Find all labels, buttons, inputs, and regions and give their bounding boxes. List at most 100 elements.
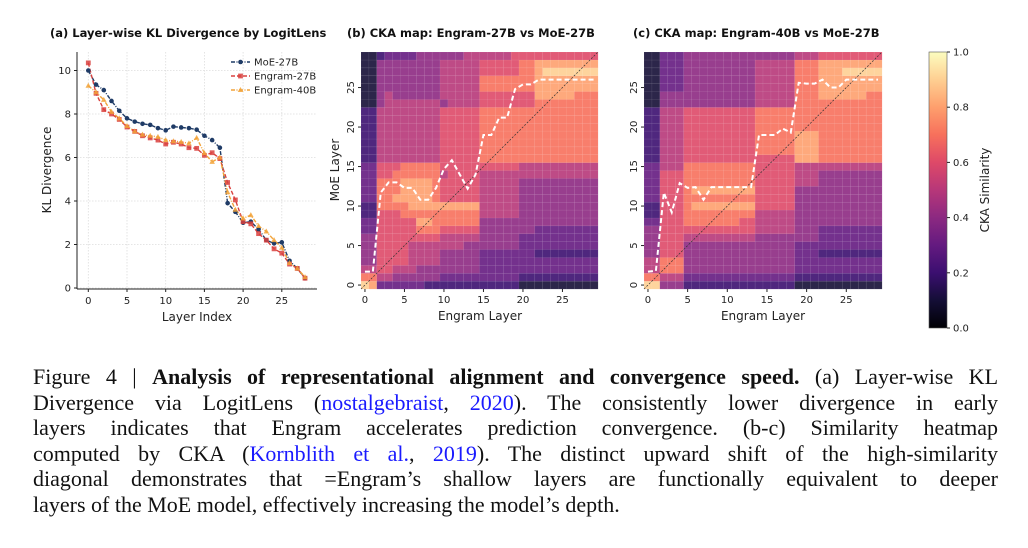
- heatmap-cell: [873, 280, 883, 290]
- citation-link-2019[interactable]: 2019: [432, 440, 477, 466]
- heatmap-cell: [360, 233, 370, 242]
- heatmap-cell: [463, 99, 472, 108]
- heatmap-cell: [691, 249, 700, 258]
- heatmap-cell: [502, 272, 512, 282]
- heatmap-cell: [643, 67, 653, 77]
- heatmap-cell: [534, 170, 544, 179]
- heatmap-cell: [667, 272, 677, 282]
- heatmap-cell: [762, 217, 772, 227]
- heatmap-cell: [368, 201, 378, 211]
- heatmap-cell: [455, 201, 465, 211]
- heatmap-cell: [384, 59, 393, 69]
- heatmap-cell: [510, 170, 520, 179]
- data-point-moe-27b: [186, 125, 192, 131]
- heatmap-cell: [683, 233, 692, 242]
- heatmap-cell: [439, 122, 449, 132]
- heatmap-cell: [416, 114, 425, 124]
- heatmap-cell: [691, 154, 700, 163]
- heatmap-cell: [643, 209, 653, 219]
- heatmap-cell: [526, 186, 536, 195]
- heatmap-cell: [408, 130, 417, 140]
- heatmap-cell: [502, 209, 512, 219]
- heatmap-cell: [746, 225, 756, 235]
- heatmap-cell: [526, 59, 536, 69]
- heatmap-cell: [786, 209, 796, 219]
- citation-link-2020[interactable]: 2020: [469, 389, 514, 415]
- heatmap-cell: [770, 99, 780, 108]
- heatmap-cell: [471, 201, 480, 211]
- heatmap-cell: [360, 217, 370, 227]
- heatmap-cell: [667, 146, 677, 156]
- heatmap-cell: [510, 249, 520, 258]
- heatmap-cell: [360, 272, 370, 282]
- heatmap-cell: [431, 138, 441, 148]
- heatmap-cell: [416, 91, 425, 100]
- heatmap-cell: [502, 249, 512, 258]
- heatmap-cell: [423, 249, 433, 258]
- x-tick-label: 15: [761, 295, 774, 306]
- heatmap-cell: [439, 233, 449, 242]
- heatmap-cell: [502, 162, 512, 171]
- data-point-moe-27b: [116, 108, 122, 114]
- heatmap-cell: [384, 162, 393, 171]
- heatmap-cell: [487, 83, 496, 92]
- x-tick-label: 5: [401, 295, 407, 306]
- heatmap-cell: [865, 217, 875, 227]
- heatmap-cell: [850, 51, 859, 61]
- heatmap-cell: [818, 114, 827, 124]
- heatmap-cell: [850, 154, 859, 163]
- heatmap-cell: [675, 225, 685, 235]
- heatmap-cell: [439, 146, 449, 156]
- legend-entry: MoE-27B: [254, 58, 298, 69]
- data-point-engram-27b: [85, 60, 91, 66]
- heatmap-cell: [495, 154, 504, 163]
- heatmap-cell: [715, 146, 724, 156]
- heatmap-cell: [471, 241, 480, 250]
- heatmap-cell: [384, 170, 393, 179]
- heatmap-cell: [826, 280, 835, 290]
- heatmap-cell: [770, 186, 780, 195]
- heatmap-cell: [400, 130, 409, 140]
- heatmap-cell: [842, 99, 851, 108]
- heatmap-cell: [667, 138, 677, 148]
- citation-link-kornblith[interactable]: Kornblith et al.: [249, 440, 410, 466]
- heatmap-cell: [786, 59, 796, 69]
- heatmap-cell: [659, 170, 669, 179]
- heatmap-cell: [723, 193, 732, 203]
- x-axis-label: Layer Index: [162, 310, 232, 324]
- heatmap-cell: [731, 51, 740, 61]
- heatmap-cell: [865, 178, 875, 187]
- heatmap-cell: [510, 67, 520, 77]
- data-point-engram-40b: [224, 189, 231, 195]
- heatmap-cell: [479, 272, 488, 282]
- citation-link-nostalgebraist[interactable]: nostalgebraist: [321, 389, 444, 415]
- heatmap-cell: [818, 178, 827, 187]
- heatmap-cell: [818, 280, 827, 290]
- heatmap-cell: [431, 217, 441, 227]
- heatmap-cell: [416, 186, 425, 195]
- heatmap-cell: [651, 272, 661, 282]
- heatmap-cell: [431, 249, 441, 258]
- heatmap-cell: [865, 107, 875, 116]
- heatmap-cell: [794, 67, 804, 77]
- data-point-engram-40b: [271, 237, 277, 243]
- heatmap-cell: [360, 193, 370, 203]
- heatmap-cell: [392, 122, 401, 132]
- overlay-lines: [360, 51, 599, 290]
- heatmap-cell: [566, 51, 575, 61]
- heatmap-cell: [558, 280, 567, 290]
- heatmap-cell: [667, 51, 677, 61]
- heatmap-cell: [794, 280, 804, 290]
- data-point-engram-27b: [178, 141, 184, 147]
- heatmap-cell: [534, 201, 544, 211]
- heatmap-cell: [376, 130, 386, 140]
- heatmap-cell: [715, 265, 724, 274]
- heatmap-cell: [842, 249, 851, 258]
- x-tick-label: 20: [800, 295, 813, 306]
- heatmap-cell: [731, 209, 740, 219]
- heatmap-cell: [463, 138, 472, 148]
- heatmap-cell: [762, 265, 772, 274]
- heatmap-cell: [431, 51, 441, 61]
- heatmap-cell: [651, 138, 661, 148]
